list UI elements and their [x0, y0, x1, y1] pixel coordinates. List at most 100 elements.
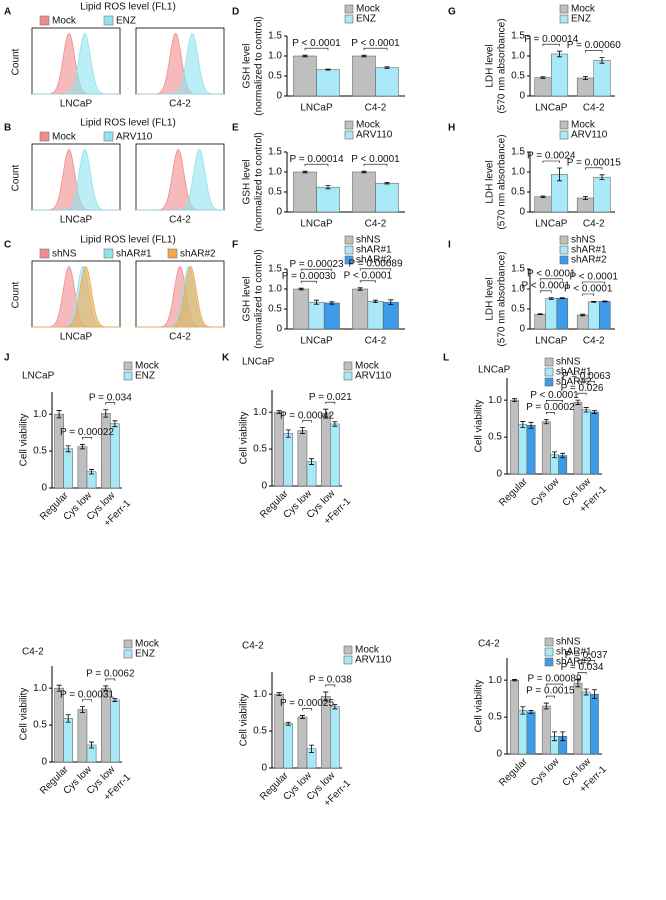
- legend-label: Mock: [135, 361, 160, 372]
- legend-label: ARV110: [116, 132, 153, 143]
- panel-letter: J: [4, 353, 10, 364]
- significance-bracket: [577, 392, 587, 396]
- error-bar: [314, 299, 319, 305]
- bar: [293, 55, 317, 97]
- error-bar: [79, 706, 85, 713]
- bar: [77, 709, 88, 763]
- p-value: P = 0.034: [89, 392, 132, 403]
- significance-bracket: [545, 695, 555, 699]
- bar: [54, 413, 64, 489]
- legend-swatch: [344, 4, 354, 14]
- significance-bracket: [302, 420, 312, 423]
- significance-bracket: [363, 163, 388, 167]
- bar: [293, 288, 310, 330]
- legend-swatch: [544, 377, 554, 387]
- y-axis-label: GSH level: [242, 276, 253, 321]
- error-bar: [591, 689, 597, 700]
- legend-swatch: [167, 248, 178, 259]
- y-tick-label: 0: [496, 469, 502, 480]
- bar: [330, 706, 340, 769]
- error-bar: [520, 421, 526, 428]
- p-value: P = 0.0062: [86, 669, 135, 680]
- legend-label: ENZ: [135, 649, 155, 660]
- error-bar: [540, 195, 546, 198]
- panel-title: Lipid ROS level (FL1): [80, 118, 176, 129]
- p-value: P = 0.00015: [567, 157, 621, 168]
- p-value: P < 0.0001: [344, 270, 393, 281]
- bar: [518, 424, 528, 475]
- error-bar: [89, 469, 95, 475]
- significance-bracket: [545, 400, 564, 403]
- x-tick-label: C4-2: [583, 219, 605, 230]
- bar: [283, 433, 294, 487]
- y-axis-label: LDH level: [485, 160, 496, 203]
- legend-swatch: [544, 357, 554, 367]
- y-tick-label: 1.5: [268, 31, 282, 42]
- significance-bracket: [542, 160, 560, 163]
- p-value: P < 0.0001: [292, 38, 341, 49]
- legend-label: ARV110: [355, 371, 392, 382]
- histogram-curve: [136, 265, 224, 328]
- p-value: P < 0.0001: [530, 390, 579, 401]
- x-tick-label: LNCaP: [535, 336, 568, 347]
- error-bar: [65, 445, 71, 453]
- error-bar: [537, 313, 543, 315]
- bar: [573, 682, 583, 755]
- y-tick-label: 1.0: [268, 167, 282, 178]
- significance-bracket: [577, 380, 595, 384]
- bar: [590, 693, 599, 755]
- legend-label: shNS: [571, 235, 596, 246]
- y-axis-label: (570 nm absorbance): [497, 251, 508, 346]
- legend-swatch: [343, 645, 353, 655]
- legend-swatch: [103, 248, 114, 259]
- p-value: P = 0.00014: [524, 34, 578, 45]
- bar: [110, 699, 120, 763]
- x-tick-label: LNCaP: [300, 103, 333, 114]
- error-bar: [557, 50, 563, 58]
- panel-letter: L: [443, 353, 449, 364]
- error-bar: [361, 170, 367, 174]
- y-axis-label: Cell viability: [474, 680, 485, 733]
- y-tick-label: 0: [276, 91, 282, 102]
- error-bar: [552, 731, 557, 742]
- p-value: P < 0.0001: [351, 154, 400, 165]
- y-tick-label: 1.0: [511, 284, 525, 295]
- error-bar: [575, 679, 581, 688]
- subplot-title: C4-2: [242, 641, 264, 652]
- bar: [545, 298, 558, 330]
- bar: [320, 413, 331, 487]
- bar: [576, 77, 594, 97]
- error-bar: [543, 418, 549, 425]
- p-value: P = 0.0024: [527, 151, 576, 162]
- bar: [382, 301, 399, 330]
- error-bar: [357, 287, 363, 291]
- y-tick-label: 1.0: [488, 675, 502, 686]
- y-tick-label: 1.5: [511, 147, 525, 158]
- significance-bracket: [582, 281, 606, 284]
- significance-bracket: [300, 268, 333, 272]
- error-bar: [543, 702, 549, 710]
- error-bar: [323, 691, 329, 702]
- error-bar: [112, 698, 118, 702]
- x-tick-label: LNCaP: [300, 219, 333, 230]
- error-bar: [361, 54, 367, 58]
- significance-bracket: [585, 167, 603, 170]
- y-axis-label: Cell viability: [19, 688, 30, 741]
- error-bar: [591, 410, 597, 414]
- x-tick-label: Cys low: [529, 756, 562, 789]
- p-value: P = 0.038: [309, 675, 352, 686]
- bar: [274, 411, 284, 487]
- y-axis-label: LDH level: [485, 277, 496, 320]
- y-tick-label: 0: [41, 483, 47, 494]
- subplot-title: LNCaP: [478, 365, 511, 376]
- legend-swatch: [343, 371, 353, 381]
- legend-label: Mock: [571, 120, 596, 131]
- bar: [63, 448, 74, 489]
- error-bar: [528, 421, 534, 429]
- legend-label: Mock: [52, 132, 77, 143]
- panel-letter: K: [222, 353, 230, 364]
- bar: [367, 301, 384, 330]
- p-value: P = 0.0015: [526, 686, 575, 697]
- p-value: P < 0.0001: [351, 38, 400, 49]
- legend-label: shAR#2: [556, 377, 592, 388]
